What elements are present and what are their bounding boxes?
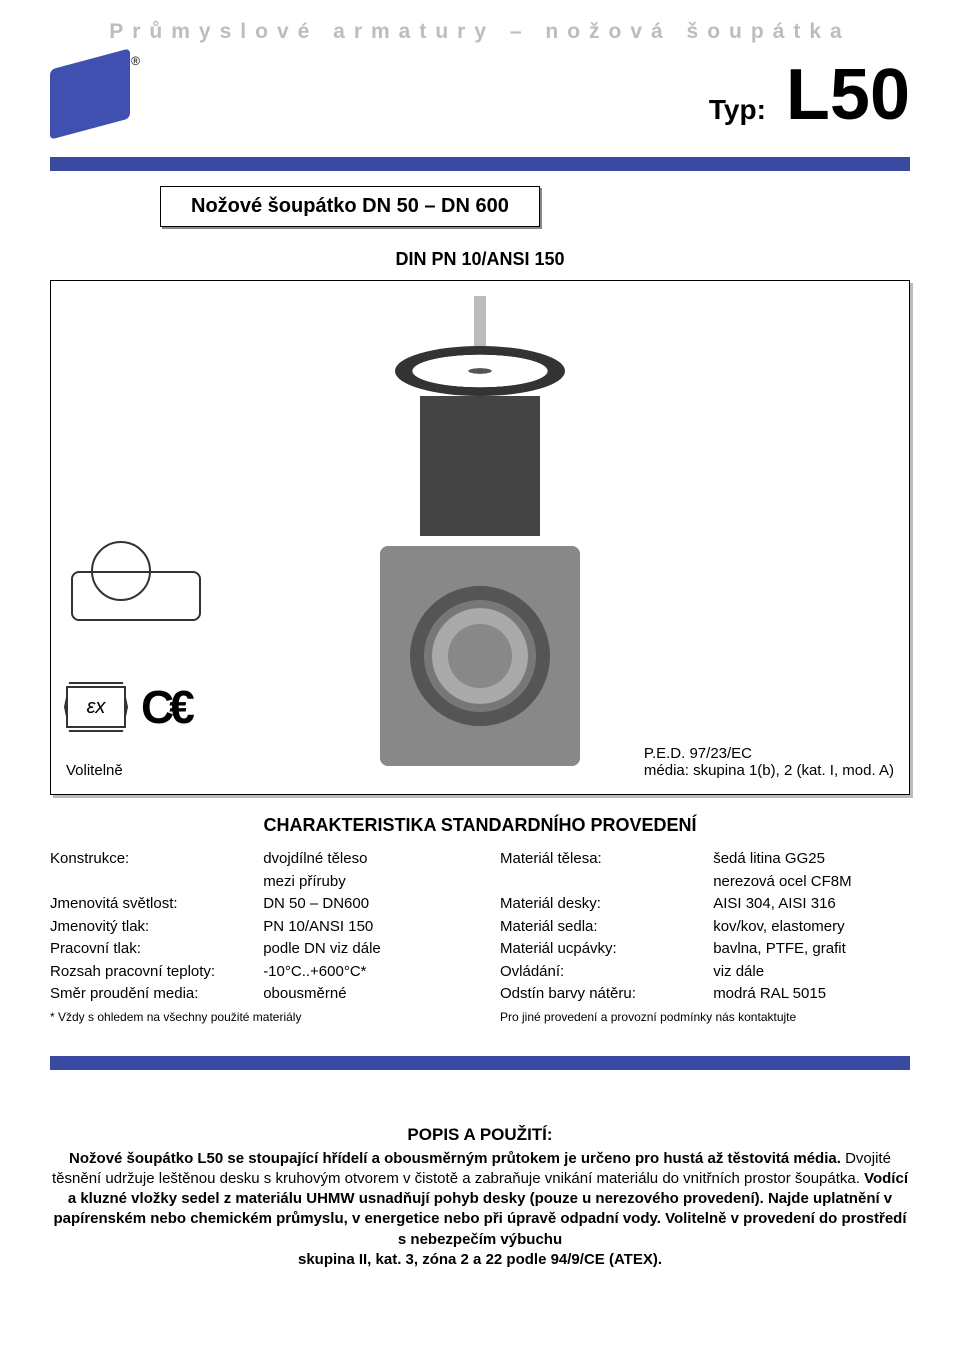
spec-value: dvojdílné těleso — [263, 848, 460, 871]
specs-right-note: Pro jiné provedení a provozní podmínky n… — [500, 1008, 910, 1026]
spec-row: Jmenovitý tlak:PN 10/ANSI 150 — [50, 916, 460, 939]
spec-label: Konstrukce: — [50, 848, 263, 871]
spec-value: podle DN viz dále — [263, 938, 460, 961]
brand-logo: ® — [50, 59, 150, 149]
spec-label: Rozsah pracovní teploty: — [50, 961, 263, 984]
valve-illustration — [365, 296, 595, 776]
spec-label: Materiál tělesa: — [500, 848, 713, 871]
spec-label: Pracovní tlak: — [50, 938, 263, 961]
spec-row: Materiál ucpávky:bavlna, PTFE, grafit — [500, 938, 910, 961]
spec-row: Ovládání:viz dále — [500, 961, 910, 984]
spec-value: AISI 304, AISI 316 — [713, 893, 910, 916]
spec-label: Materiál desky: — [500, 893, 713, 916]
optional-label: Volitelně — [66, 762, 123, 779]
spec-label: Jmenovitá světlost: — [50, 893, 263, 916]
product-subtitle: DIN PN 10/ANSI 150 — [50, 249, 910, 270]
spec-row: Materiál desky:AISI 304, AISI 316 — [500, 893, 910, 916]
section-heading-specs: CHARAKTERISTIKA STANDARDNÍHO PROVEDENÍ — [50, 815, 910, 836]
spec-row: Materiál tělesa:šedá litina GG25 — [500, 848, 910, 871]
description-body: Nožové šoupátko L50 se stoupající hřídel… — [50, 1149, 910, 1271]
spec-row: nerezová ocel CF8M — [500, 871, 910, 894]
page: Průmyslové armatury – nožová šoupátka ® … — [0, 0, 960, 1359]
spec-value: nerezová ocel CF8M — [713, 871, 910, 894]
spec-value: kov/kov, elastomery — [713, 916, 910, 939]
spec-row: Rozsah pracovní teploty:-10°C..+600°C* — [50, 961, 460, 984]
specs-table: Konstrukce:dvojdílné tělesomezi přírubyJ… — [50, 848, 910, 1026]
description-heading: POPIS A POUŽITÍ: — [50, 1125, 910, 1145]
spec-label: Směr proudění media: — [50, 983, 263, 1006]
spec-row: Odstín barvy nátěru:modrá RAL 5015 — [500, 983, 910, 1006]
spec-label: Ovládání: — [500, 961, 713, 984]
type-block: Typ: L50 — [709, 59, 910, 131]
ce-mark-icon: C€ — [141, 680, 190, 734]
spec-label: Jmenovitý tlak: — [50, 916, 263, 939]
spec-label — [50, 871, 263, 894]
spec-value: PN 10/ANSI 150 — [263, 916, 460, 939]
spec-value: šedá litina GG25 — [713, 848, 910, 871]
ped-line1: P.E.D. 97/23/EC — [644, 745, 752, 762]
spec-row: mezi příruby — [50, 871, 460, 894]
spec-value: -10°C..+600°C* — [263, 961, 460, 984]
spec-row: Směr proudění media:obousměrné — [50, 983, 460, 1006]
certification-marks: εx C€ — [66, 680, 190, 734]
specs-right-column: Materiál tělesa:šedá litina GG25nerezová… — [500, 848, 910, 1026]
category-header: Průmyslové armatury – nožová šoupátka — [50, 20, 910, 44]
spec-value: DN 50 – DN600 — [263, 893, 460, 916]
spec-row: Jmenovitá světlost:DN 50 – DN600 — [50, 893, 460, 916]
spec-row: Konstrukce:dvojdílné těleso — [50, 848, 460, 871]
product-title: Nožové šoupátko DN 50 – DN 600 — [160, 186, 540, 227]
specs-left-column: Konstrukce:dvojdílné tělesomezi přírubyJ… — [50, 848, 460, 1026]
top-row: ® Typ: L50 — [50, 59, 910, 149]
ped-label: P.E.D. 97/23/EC média: skupina 1(b), 2 (… — [644, 745, 894, 779]
spec-label: Materiál ucpávky: — [500, 938, 713, 961]
spec-label — [500, 871, 713, 894]
specs-left-note: * Vždy s ohledem na všechny použité mate… — [50, 1008, 460, 1026]
spec-label: Materiál sedla: — [500, 916, 713, 939]
type-label: Typ: — [709, 94, 766, 126]
figure-area: εx C€ Volitelně P.E.D. 97/23/EC média: s… — [50, 280, 910, 795]
actuator-drawing — [61, 541, 211, 631]
spec-value: mezi příruby — [263, 871, 460, 894]
spec-value: viz dále — [713, 961, 910, 984]
spec-value: modrá RAL 5015 — [713, 983, 910, 1006]
spec-value: obousměrné — [263, 983, 460, 1006]
spec-value: bavlna, PTFE, grafit — [713, 938, 910, 961]
spec-label: Odstín barvy nátěru: — [500, 983, 713, 1006]
divider-bar — [50, 1056, 910, 1070]
ex-mark-icon: εx — [66, 686, 126, 728]
divider-bar — [50, 157, 910, 171]
spec-row: Materiál sedla:kov/kov, elastomery — [500, 916, 910, 939]
type-code: L50 — [786, 59, 910, 131]
ped-line2: média: skupina 1(b), 2 (kat. I, mod. A) — [644, 762, 894, 779]
spec-row: Pracovní tlak:podle DN viz dále — [50, 938, 460, 961]
